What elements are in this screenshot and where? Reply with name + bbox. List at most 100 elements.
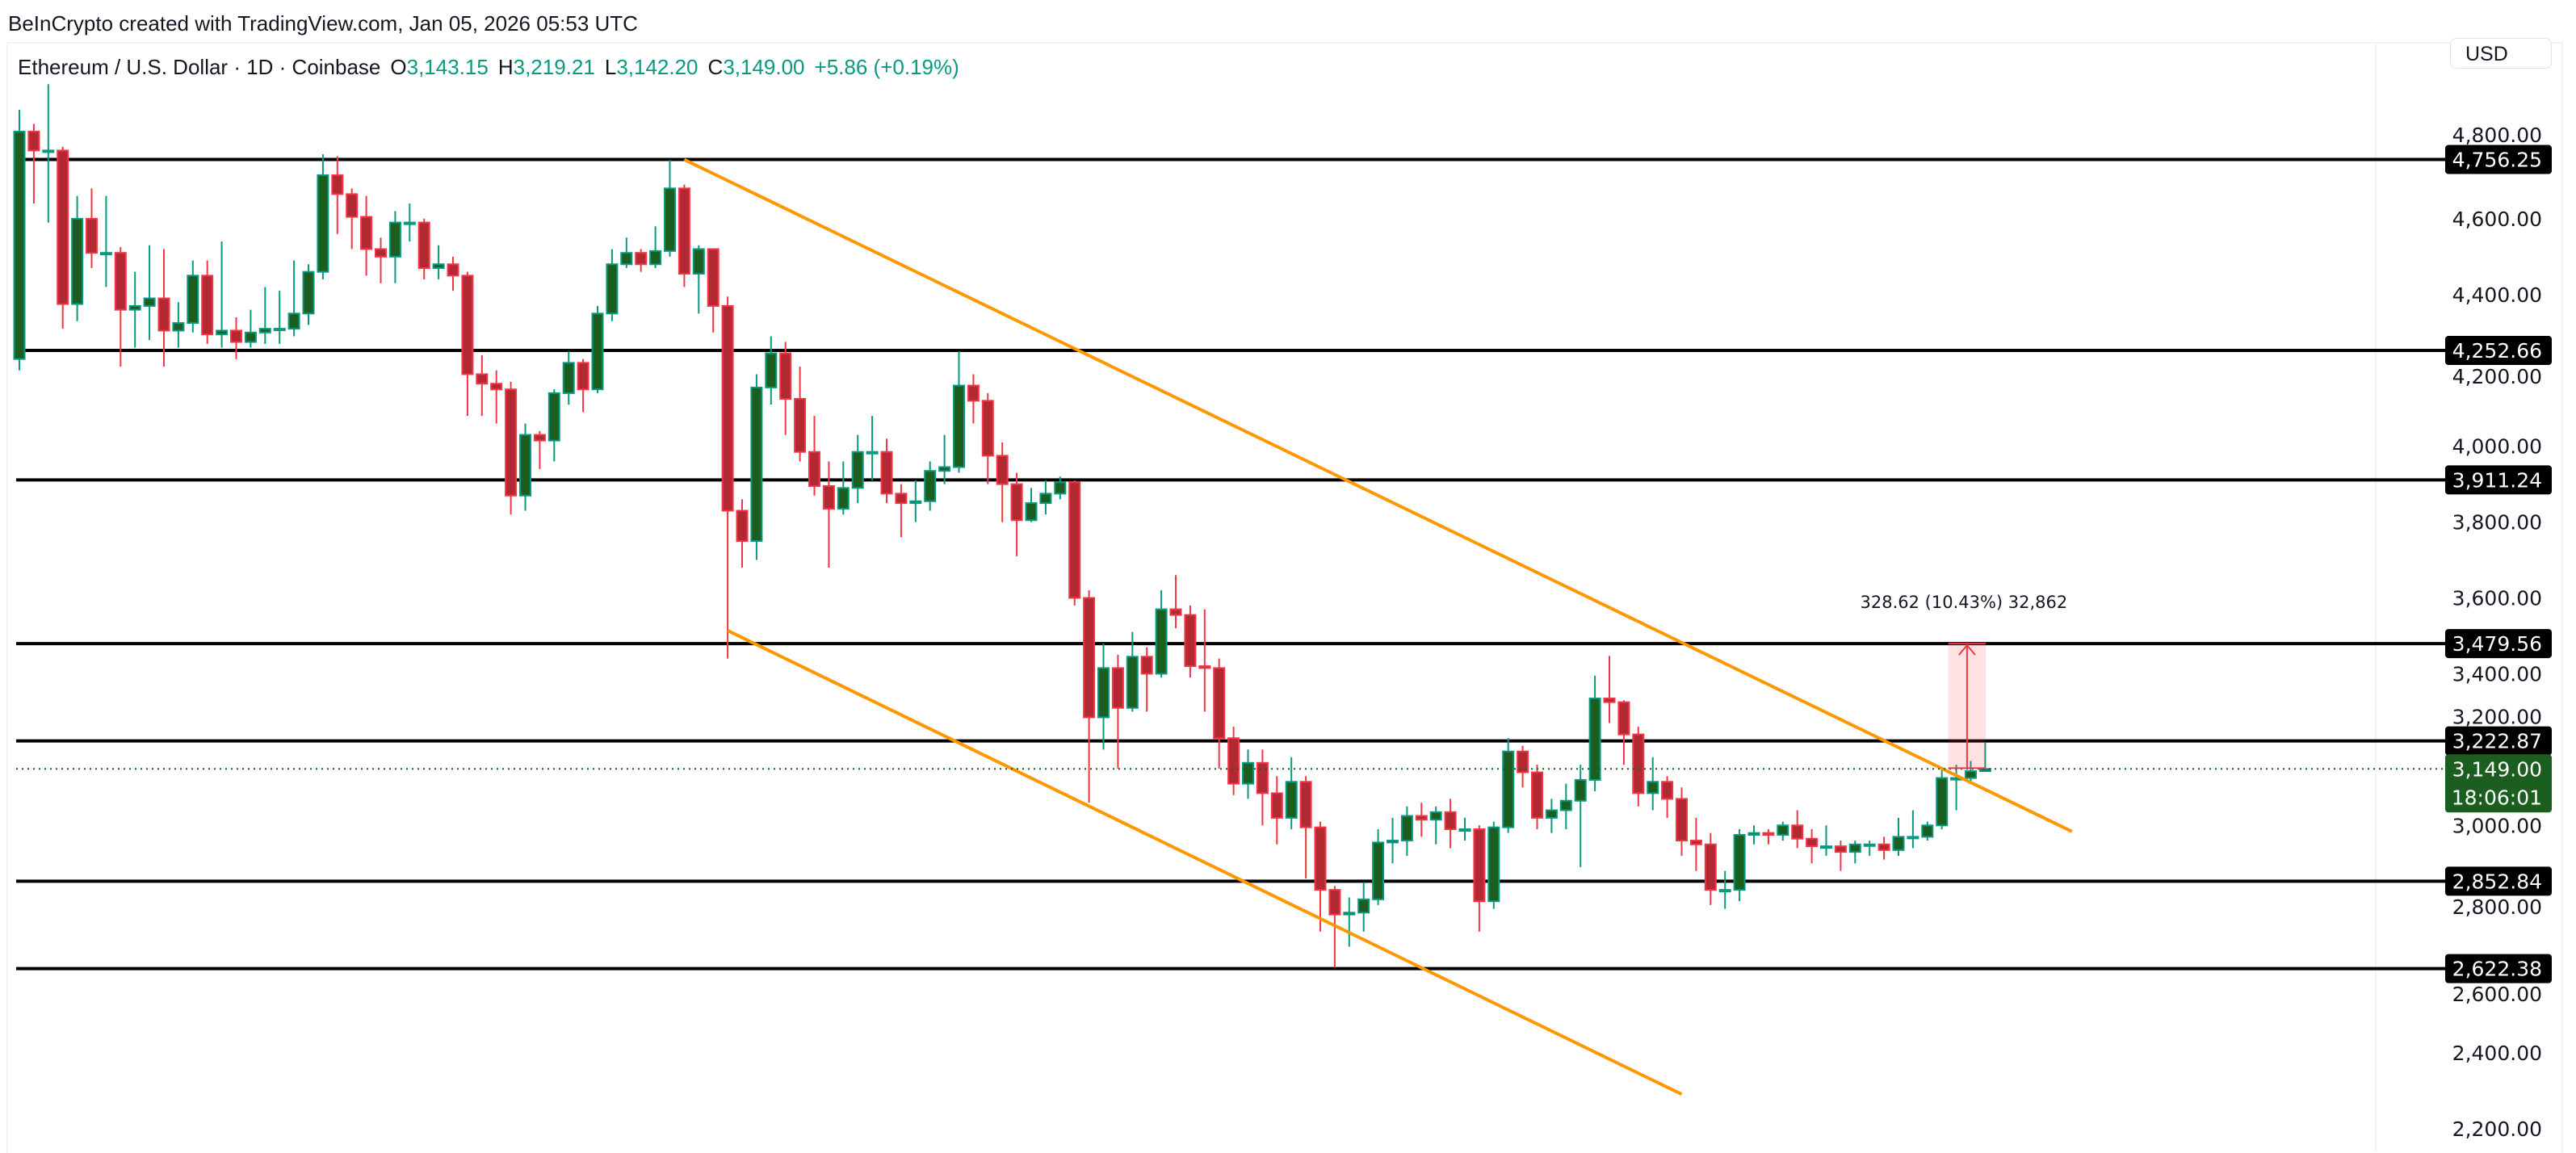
candle-down[interactable] (1314, 826, 1327, 891)
candle-up[interactable] (1907, 836, 1919, 840)
candle-down[interactable] (360, 216, 373, 250)
candle-down[interactable] (1603, 697, 1616, 703)
candle-up[interactable] (273, 328, 286, 332)
candle-up[interactable] (1387, 840, 1399, 844)
candle-up[interactable] (909, 500, 922, 505)
candle-up[interactable] (765, 352, 778, 388)
candle-up[interactable] (1892, 836, 1905, 851)
candle-up[interactable] (99, 252, 112, 256)
candle-up[interactable] (1502, 750, 1515, 828)
candle-down[interactable] (996, 455, 1009, 485)
candle-down[interactable] (779, 352, 792, 400)
candle-down[interactable] (114, 252, 127, 311)
candle-up[interactable] (1921, 824, 1934, 838)
candle-up[interactable] (606, 263, 619, 315)
candle-down[interactable] (1806, 837, 1819, 848)
candle-up[interactable] (287, 312, 300, 330)
candle-up[interactable] (1545, 809, 1558, 819)
candle-down[interactable] (1328, 889, 1341, 916)
candle-up[interactable] (143, 297, 156, 307)
candle-up[interactable] (1025, 502, 1038, 522)
candle-down[interactable] (1632, 733, 1645, 795)
candle-up[interactable] (1343, 912, 1356, 916)
candle-down[interactable] (201, 275, 214, 336)
candle-down[interactable] (736, 509, 749, 543)
candle-up[interactable] (924, 470, 937, 502)
candle-down[interactable] (1299, 781, 1312, 828)
candle-up[interactable] (953, 384, 965, 468)
candle-up[interactable] (1372, 841, 1385, 900)
candle-down[interactable] (808, 451, 820, 487)
candle-down[interactable] (331, 174, 344, 195)
candle-down[interactable] (461, 275, 474, 375)
candle-up[interactable] (42, 149, 55, 153)
candle-up[interactable] (1559, 799, 1572, 811)
candle-down[interactable] (490, 383, 503, 391)
candle-up[interactable] (938, 466, 951, 472)
candle-up[interactable] (1965, 770, 1977, 779)
candle-up[interactable] (591, 312, 604, 391)
candle-up[interactable] (851, 451, 864, 489)
trendline[interactable] (683, 157, 2073, 833)
candle-down[interactable] (981, 400, 994, 457)
candle-up[interactable] (1718, 889, 1731, 893)
candle-down[interactable] (1213, 667, 1226, 740)
candle-up[interactable] (750, 386, 763, 543)
candle-up[interactable] (1747, 832, 1760, 836)
candle-up[interactable] (692, 248, 705, 275)
candle-up[interactable] (388, 221, 401, 258)
candle-down[interactable] (1661, 781, 1674, 800)
candle-up[interactable] (432, 263, 445, 269)
candle-down[interactable] (230, 329, 242, 343)
candle-up[interactable] (1054, 481, 1067, 495)
candle-up[interactable] (1777, 824, 1789, 836)
candle-down[interactable] (346, 193, 359, 218)
candle-up[interactable] (244, 331, 257, 343)
candle-up[interactable] (1458, 828, 1471, 832)
candle-down[interactable] (1834, 845, 1847, 853)
candle-down[interactable] (1517, 750, 1529, 774)
candle-down[interactable] (1791, 824, 1804, 840)
candle-down[interactable] (157, 297, 170, 332)
candle-down[interactable] (86, 217, 98, 254)
candle-down[interactable] (1415, 815, 1428, 821)
candle-down[interactable] (1531, 771, 1543, 819)
candle-up[interactable] (1936, 777, 1949, 827)
candle-up[interactable] (562, 362, 575, 394)
candle-up[interactable] (1126, 656, 1139, 709)
candle-down[interactable] (1256, 761, 1269, 795)
candle-down[interactable] (1198, 665, 1211, 669)
candle-up[interactable] (1400, 815, 1413, 842)
candle-down[interactable] (1083, 597, 1096, 719)
candle-up[interactable] (1357, 898, 1370, 914)
candle-down[interactable] (1270, 792, 1283, 819)
candle-down[interactable] (447, 263, 459, 277)
candle-down[interactable] (822, 484, 835, 510)
candle-down[interactable] (1473, 828, 1486, 903)
candle-down[interactable] (1227, 737, 1240, 785)
candle-down[interactable] (1689, 840, 1702, 845)
candle-up[interactable] (866, 451, 879, 455)
candle-down[interactable] (880, 451, 893, 495)
candle-down[interactable] (57, 149, 69, 305)
candle-up[interactable] (1863, 843, 1876, 847)
candle-up[interactable] (1978, 768, 1991, 773)
candle-down[interactable] (635, 252, 648, 266)
candle-down[interactable] (1184, 614, 1197, 668)
candle-up[interactable] (187, 275, 199, 325)
candle-up[interactable] (216, 329, 229, 336)
candle-up[interactable] (649, 249, 662, 266)
candle-up[interactable] (317, 174, 329, 273)
candle-down[interactable] (1140, 656, 1153, 675)
candle-up[interactable] (302, 270, 315, 315)
candle-down[interactable] (505, 388, 518, 497)
candle-up[interactable] (1574, 778, 1587, 802)
candle-down[interactable] (533, 434, 546, 442)
candle-up[interactable] (1155, 608, 1168, 675)
candle-up[interactable] (403, 221, 416, 225)
candle-up[interactable] (128, 304, 141, 311)
candle-up[interactable] (1487, 826, 1500, 903)
candle-down[interactable] (27, 130, 40, 152)
candle-up[interactable] (1647, 781, 1659, 795)
